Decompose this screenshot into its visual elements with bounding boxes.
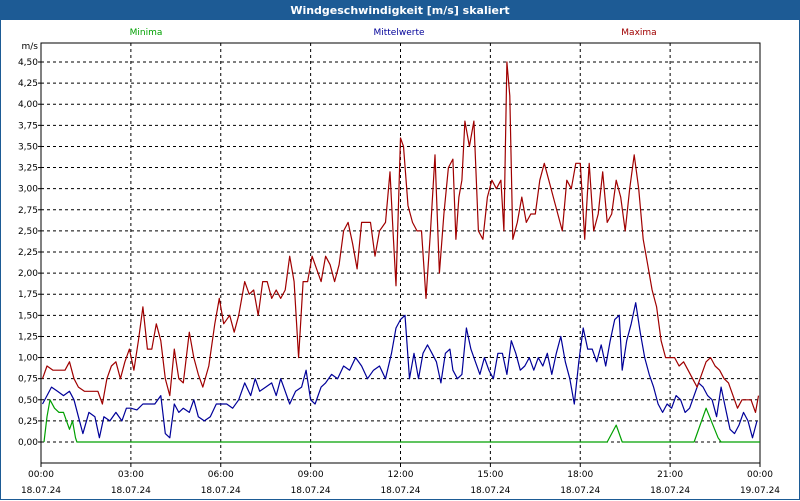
y-tick-label: 3,75 [18,121,38,131]
series-line-minima [43,399,760,443]
x-tick-date-label: 18.07.24 [380,486,420,496]
y-tick-label: 1,00 [18,354,38,364]
legend-entry-mittelwerte: Mittelwerte [373,28,424,38]
y-tick-label: 2,50 [18,227,38,237]
y-tick-label: 1,25 [18,332,38,342]
y-tick-label: 0,50 [18,396,38,406]
y-tick-label: 4,50 [18,58,38,68]
x-tick-time-label: 03:00 [118,470,144,480]
x-tick-time-label: 06:00 [208,470,234,480]
y-tick-label: 3,50 [18,142,38,152]
y-tick-label: 1,50 [18,311,38,321]
x-tick-date-label: 18.07.24 [560,486,600,496]
x-tick-date-label: 18.07.24 [650,486,690,496]
legend-entry-minima: Minima [130,28,163,38]
x-tick-time-label: 18:00 [567,470,593,480]
series-line-maxima [41,61,760,413]
x-tick-date-label: 18.07.24 [291,486,331,496]
y-tick-label: 3,25 [18,164,38,174]
x-tick-date-label: 19.07.24 [740,486,780,496]
y-tick-label: 4,25 [18,79,38,89]
x-tick-time-label: 00:00 [28,470,54,480]
series-line-mittelwerte [41,302,758,439]
legend-entry-maxima: Maxima [621,28,656,38]
y-tick-label: 0,75 [18,375,38,385]
x-tick-time-label: 09:00 [298,470,324,480]
y-axis-label: m/s [22,42,39,52]
x-tick-date-label: 18.07.24 [21,486,61,496]
y-tick-label: 3,00 [18,185,38,195]
y-tick-label: 2,75 [18,206,38,216]
x-tick-date-label: 18.07.24 [470,486,510,496]
x-tick-date-label: 18.07.24 [201,486,241,496]
x-tick-time-label: 00:00 [747,470,773,480]
x-tick-time-label: 15:00 [477,470,503,480]
x-tick-date-label: 18.07.24 [111,486,151,496]
chart-title: Windgeschwindigkeit [m/s] skaliert [1,1,799,20]
y-tick-label: 0,00 [18,438,38,448]
y-tick-label: 1,75 [18,290,38,300]
y-tick-label: 0,25 [18,417,38,427]
x-tick-time-label: 21:00 [657,470,683,480]
x-tick-time-label: 12:00 [388,470,414,480]
y-tick-label: 2,25 [18,248,38,258]
y-tick-label: 4,00 [18,100,38,110]
y-tick-label: 2,00 [18,269,38,279]
